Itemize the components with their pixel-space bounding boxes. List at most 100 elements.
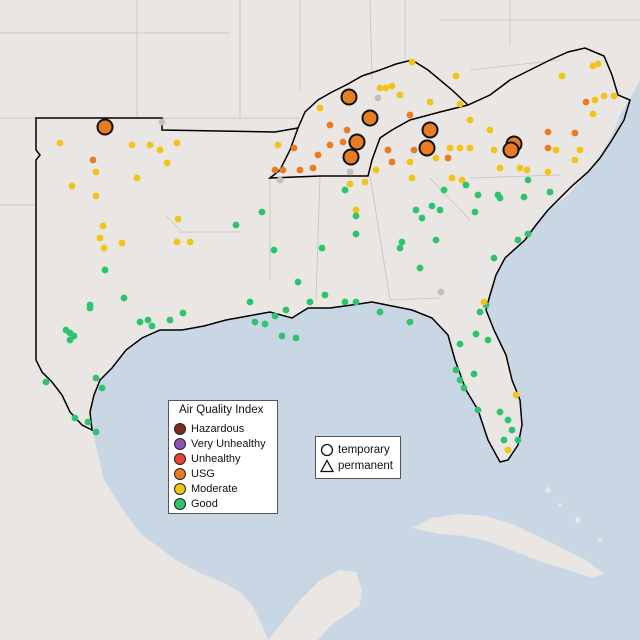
temporary-monitor-marker	[96, 118, 114, 136]
monitor-marker	[544, 144, 552, 152]
monitor-marker	[128, 141, 136, 149]
monitor-marker	[452, 366, 460, 374]
monitor-marker	[271, 312, 279, 320]
monitor-marker	[486, 126, 494, 134]
monitor-marker	[514, 236, 522, 244]
monitor-marker	[352, 298, 360, 306]
monitor-marker	[186, 238, 194, 246]
legend-label: USG	[191, 467, 215, 480]
monitor-marker	[448, 174, 456, 182]
monitor-marker	[456, 340, 464, 348]
monitor-marker	[466, 144, 474, 152]
legend-item-good: Good	[174, 496, 218, 511]
monitor-marker	[428, 202, 436, 210]
monitor-marker	[292, 334, 300, 342]
monitor-marker	[610, 92, 618, 100]
monitor-marker	[309, 164, 317, 172]
monitor-marker	[326, 121, 334, 129]
monitor-marker	[594, 60, 602, 68]
monitor-marker	[68, 182, 76, 190]
monitor-marker	[258, 208, 266, 216]
monitor-marker	[316, 104, 324, 112]
monitor-marker	[408, 174, 416, 182]
monitor-marker	[341, 186, 349, 194]
temporary-monitor-marker	[342, 148, 360, 166]
land-island	[575, 517, 581, 523]
monitor-marker	[278, 332, 286, 340]
monitor-marker	[144, 316, 152, 324]
monitor-marker	[251, 318, 259, 326]
land-island	[558, 503, 562, 507]
monitor-marker	[166, 316, 174, 324]
monitor-marker	[426, 98, 434, 106]
monitor-marker	[406, 111, 414, 119]
circle-icon	[320, 443, 334, 456]
legend-item-permanent: permanent	[320, 458, 393, 473]
very-unhealthy-swatch	[174, 437, 186, 450]
monitor-marker	[92, 374, 100, 382]
monitor-marker	[326, 141, 334, 149]
legend-label: Unhealthy	[191, 452, 241, 465]
legend-item-moderate: Moderate	[174, 481, 237, 496]
monitor-marker	[261, 320, 269, 328]
monitor-marker	[520, 193, 528, 201]
monitor-marker	[500, 436, 508, 444]
monitor-marker	[571, 156, 579, 164]
monitor-marker	[552, 146, 560, 154]
monitor-marker	[474, 191, 482, 199]
monitor-marker	[339, 138, 347, 146]
monitor-marker	[156, 146, 164, 154]
land-island	[598, 538, 602, 542]
monitor-marker	[84, 418, 92, 426]
aqi-markers	[42, 58, 618, 454]
monitor-marker	[56, 139, 64, 147]
legend-item-temporary: temporary	[320, 442, 390, 457]
monitor-marker	[294, 278, 302, 286]
monitor-marker	[460, 384, 468, 392]
monitor-marker	[480, 298, 488, 306]
monitor-marker	[321, 291, 329, 299]
monitor-marker	[290, 144, 298, 152]
monitor-marker	[466, 116, 474, 124]
monitor-marker	[66, 336, 74, 344]
monitor-marker	[306, 298, 314, 306]
monitor-marker	[318, 244, 326, 252]
monitor-marker	[388, 158, 396, 166]
monitor-marker	[544, 168, 552, 176]
temporary-monitor-marker	[340, 88, 358, 106]
legend-label: Very Unhealthy	[191, 437, 266, 450]
land-yucatan	[268, 570, 362, 640]
monitor-marker	[352, 230, 360, 238]
monitor-marker	[346, 168, 354, 176]
legend-title: Air Quality Index	[179, 404, 264, 416]
good-swatch	[174, 497, 186, 510]
monitor-marker	[99, 222, 107, 230]
monitor-marker	[416, 264, 424, 272]
legend-item-very-unhealthy: Very Unhealthy	[174, 436, 266, 451]
temporary-monitor-marker	[421, 121, 439, 139]
monitor-marker	[374, 94, 382, 102]
monitor-marker	[412, 206, 420, 214]
region-outline-north	[297, 59, 469, 129]
monitor-marker	[279, 166, 287, 174]
monitor-marker	[490, 146, 498, 154]
monitor-marker	[436, 206, 444, 214]
monitor-marker	[341, 298, 349, 306]
monitor-marker	[496, 194, 504, 202]
land-island	[545, 487, 551, 493]
monitor-marker	[232, 221, 240, 229]
monitor-marker	[571, 129, 579, 137]
monitor-marker	[524, 230, 532, 238]
legend-label: Moderate	[191, 482, 238, 495]
monitor-marker	[418, 214, 426, 222]
monitor-marker	[456, 376, 464, 384]
monitor-marker	[508, 426, 516, 434]
monitor-marker	[296, 166, 304, 174]
monitor-marker	[398, 238, 406, 246]
temporary-monitor-marker	[502, 141, 520, 159]
temporary-monitor-marker	[418, 139, 436, 157]
monitor-marker	[173, 238, 181, 246]
monitor-marker	[452, 72, 460, 80]
monitor-marker	[600, 92, 608, 100]
monitor-marker	[471, 208, 479, 216]
